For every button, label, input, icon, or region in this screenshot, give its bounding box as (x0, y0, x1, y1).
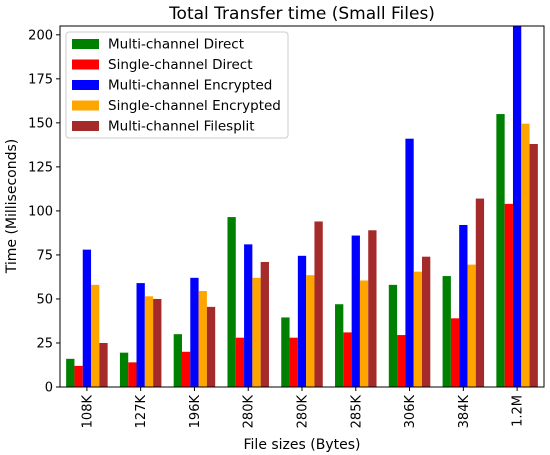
bar-multi-channel-direct-4 (281, 317, 290, 387)
bar-multi-channel-direct-7 (442, 276, 451, 387)
y-tick-label: 0 (45, 381, 53, 396)
y-tick-label: 175 (28, 72, 53, 87)
bar-multi-channel-filesplit-5 (368, 230, 377, 387)
bar-single-channel-encrypted-5 (359, 280, 369, 387)
bar-multi-channel-encrypted-5 (351, 235, 360, 387)
bar-single-channel-encrypted-2 (198, 291, 207, 387)
bar-multi-channel-filesplit-2 (206, 306, 216, 387)
y-axis-title: Time (Milliseconds) (4, 139, 20, 275)
chart-title: Total Transfer time (Small Files) (168, 4, 435, 24)
bar-single-channel-encrypted-6 (413, 271, 423, 387)
bar-multi-channel-direct-6 (388, 284, 398, 387)
bar-multi-channel-encrypted-0 (82, 249, 92, 387)
bar-multi-channel-filesplit-7 (475, 198, 485, 387)
bar-multi-channel-direct-0 (66, 358, 75, 387)
legend-label: Single-channel Encrypted (108, 98, 281, 114)
bar-multi-channel-filesplit-1 (153, 298, 162, 387)
x-tick-label: 196K (188, 395, 203, 429)
x-tick-label: 384K (457, 395, 472, 429)
legend-swatch (72, 100, 99, 111)
bar-multi-channel-direct-8 (496, 114, 505, 387)
y-axis: 0 25 50 75 100 125 150 175 200 (28, 28, 60, 396)
x-tick-label: 280K (296, 395, 311, 429)
bar-multi-channel-filesplit-3 (260, 261, 269, 387)
bar-single-channel-direct-3 (235, 337, 245, 387)
y-tick-label: 200 (28, 28, 53, 43)
bar-multi-channel-encrypted-8 (512, 26, 522, 387)
legend-swatch (72, 121, 99, 131)
bar-single-channel-encrypted-0 (91, 284, 100, 387)
bar-single-channel-direct-5 (343, 332, 352, 387)
y-tick-label: 25 (36, 336, 53, 351)
bar-multi-channel-direct-3 (227, 217, 236, 387)
y-tick-label: 125 (28, 160, 53, 175)
bar-multi-channel-filesplit-8 (529, 143, 538, 387)
legend: Multi-channel Direct Single-channel Direc… (65, 31, 289, 139)
bars-group (66, 26, 538, 387)
y-tick-label: 100 (28, 204, 53, 219)
bar-single-channel-encrypted-8 (521, 123, 530, 387)
bar-multi-channel-direct-2 (173, 334, 182, 387)
x-tick-label: 108K (80, 395, 95, 429)
bar-multi-channel-encrypted-6 (405, 138, 414, 387)
bar-single-channel-encrypted-3 (252, 277, 261, 387)
legend-label: Single-channel Direct (108, 57, 253, 73)
legend-swatch (72, 80, 99, 90)
bar-multi-channel-filesplit-6 (422, 256, 431, 387)
bar-multi-channel-filesplit-4 (314, 221, 323, 387)
bar-single-channel-encrypted-7 (467, 264, 476, 387)
x-tick-label: 1.2M (511, 395, 526, 427)
x-tick-label: 127K (134, 395, 149, 429)
y-tick-label: 150 (28, 116, 53, 131)
bar-single-channel-direct-8 (504, 203, 513, 387)
bar-single-channel-direct-6 (397, 335, 406, 387)
x-axis-title: File sizes (Bytes) (244, 437, 361, 453)
bar-single-channel-direct-4 (289, 337, 298, 387)
bar-single-channel-direct-1 (128, 362, 137, 387)
x-tick-label: 306K (403, 395, 418, 429)
bar-single-channel-direct-2 (181, 351, 191, 387)
legend-swatch (72, 39, 99, 49)
x-axis: 108K 127K 196K 280K 280K 285K 306K 384K 1.2M (80, 387, 526, 429)
bar-single-channel-encrypted-4 (306, 275, 315, 387)
bar-single-channel-direct-7 (450, 318, 460, 387)
bar-multi-channel-encrypted-4 (297, 255, 307, 387)
bar-multi-channel-encrypted-3 (244, 244, 253, 387)
y-tick-label: 75 (36, 248, 53, 263)
x-tick-label: 280K (242, 395, 257, 429)
y-tick-label: 50 (36, 292, 53, 307)
x-tick-label: 285K (349, 395, 364, 429)
legend-swatch (72, 59, 99, 70)
bar-single-channel-direct-0 (74, 365, 83, 387)
bar-multi-channel-filesplit-0 (99, 342, 108, 387)
legend-label: Multi-channel Filesplit (108, 119, 255, 135)
bar-multi-channel-direct-1 (119, 352, 129, 387)
bar-multi-channel-encrypted-1 (136, 283, 145, 387)
bar-multi-channel-encrypted-2 (190, 277, 199, 387)
legend-label: Multi-channel Encrypted (108, 78, 272, 94)
legend-label: Multi-channel Direct (108, 37, 244, 53)
bar-multi-channel-encrypted-7 (459, 224, 468, 387)
bar-multi-channel-direct-5 (335, 304, 344, 387)
legend-frame (65, 31, 289, 139)
bar-single-channel-encrypted-1 (144, 296, 154, 387)
